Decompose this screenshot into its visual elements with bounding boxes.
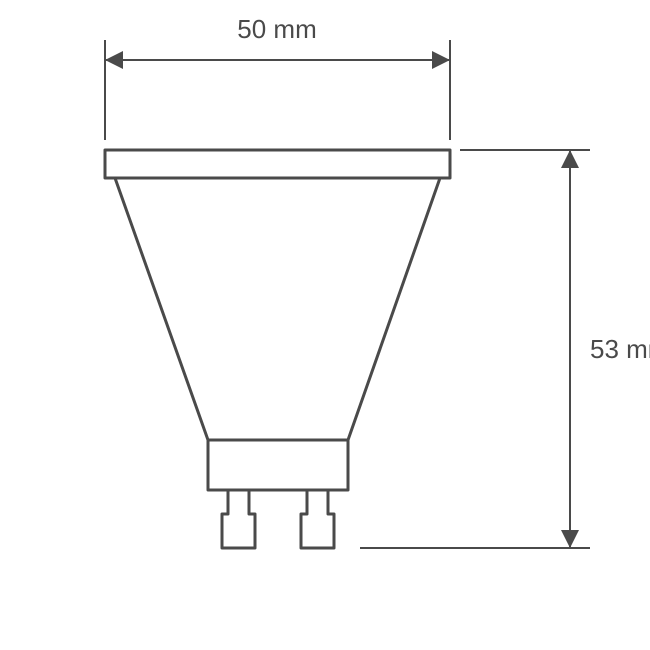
dim-top-arrow-right — [432, 51, 450, 69]
bulb-dimension-diagram: 50 mm 53 mm — [0, 0, 650, 650]
dim-right-arrow-bottom — [561, 530, 579, 548]
dim-top-label: 50 mm — [237, 14, 316, 44]
dim-right-label: 53 mm — [590, 334, 650, 364]
bulb-outline — [105, 150, 450, 548]
dim-right-arrow-top — [561, 150, 579, 168]
dim-top-arrow-left — [105, 51, 123, 69]
